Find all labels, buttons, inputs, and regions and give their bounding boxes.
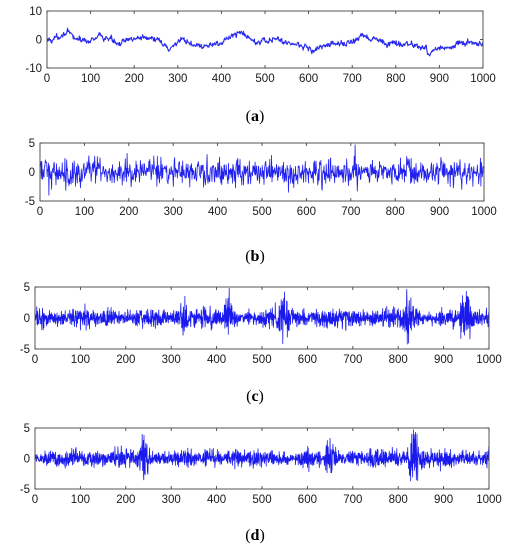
panel-caption-letter: b [251,248,260,265]
y-tick-label: -5 [25,196,35,208]
panel-caption: (b) [245,248,265,265]
series-line [34,287,490,345]
x-tick-label: 0 [32,494,38,506]
series-line [46,27,484,57]
x-tick-label: 0 [44,73,50,85]
x-tick-label: 800 [389,494,408,506]
x-tick-label: 1000 [470,73,496,85]
x-tick-label: 200 [116,494,135,506]
x-tick-label: 700 [343,73,362,85]
x-tick-label: 800 [386,206,405,218]
x-tick-label: 200 [116,354,135,366]
y-tick-label: 0 [36,35,42,47]
x-tick-label: 500 [252,354,271,366]
y-tick-label: -5 [20,484,30,496]
panel-caption: (c) [246,388,264,405]
x-tick-label: 900 [430,206,449,218]
x-tick-label: 100 [81,73,100,85]
x-tick-label: 200 [125,73,144,85]
x-tick-label: 400 [212,73,231,85]
x-tick-label: 600 [297,206,316,218]
x-tick-label: 500 [255,73,274,85]
x-tick-label: 900 [434,494,453,506]
x-tick-label: 400 [207,354,226,366]
series-line [34,429,490,482]
x-tick-label: 100 [71,494,90,506]
x-tick-label: 300 [162,494,181,506]
y-tick-label: 5 [24,423,30,435]
x-tick-label: 400 [208,206,227,218]
x-tick-label: 1000 [476,494,502,506]
y-tick-label: 5 [24,282,30,294]
series-line [39,144,485,196]
x-tick-label: 600 [298,354,317,366]
x-tick-label: 300 [168,73,187,85]
x-tick-label: 800 [386,73,405,85]
panel-caption: (d) [245,527,265,544]
y-tick-label: -10 [25,63,42,75]
panel-caption-letter: c [251,388,258,405]
x-tick-label: 100 [71,354,90,366]
x-tick-label: 700 [341,206,360,218]
x-tick-label: 900 [430,73,449,85]
y-tick-label: 0 [29,167,35,179]
x-tick-label: 500 [252,206,271,218]
x-tick-label: 300 [162,354,181,366]
x-tick-label: 0 [32,354,38,366]
x-tick-label: 700 [343,354,362,366]
y-tick-label: -5 [20,344,30,356]
x-tick-label: 1000 [476,354,502,366]
y-tick-label: 5 [29,138,35,150]
y-tick-label: 0 [24,454,30,466]
panel-caption: (a) [246,108,265,125]
x-tick-label: 700 [343,494,362,506]
x-tick-label: 800 [389,354,408,366]
x-tick-label: 200 [119,206,138,218]
x-tick-label: 400 [207,494,226,506]
x-tick-label: 600 [298,494,317,506]
x-tick-label: 1000 [471,206,497,218]
x-tick-label: 500 [252,494,271,506]
x-tick-label: 0 [37,206,43,218]
panel-caption-letter: d [251,527,260,544]
x-tick-label: 300 [164,206,183,218]
x-tick-label: 100 [75,206,94,218]
y-tick-label: 0 [24,313,30,325]
x-tick-label: 900 [434,354,453,366]
panel-caption-letter: a [251,108,259,125]
y-tick-label: 10 [29,6,42,18]
x-tick-label: 600 [299,73,318,85]
